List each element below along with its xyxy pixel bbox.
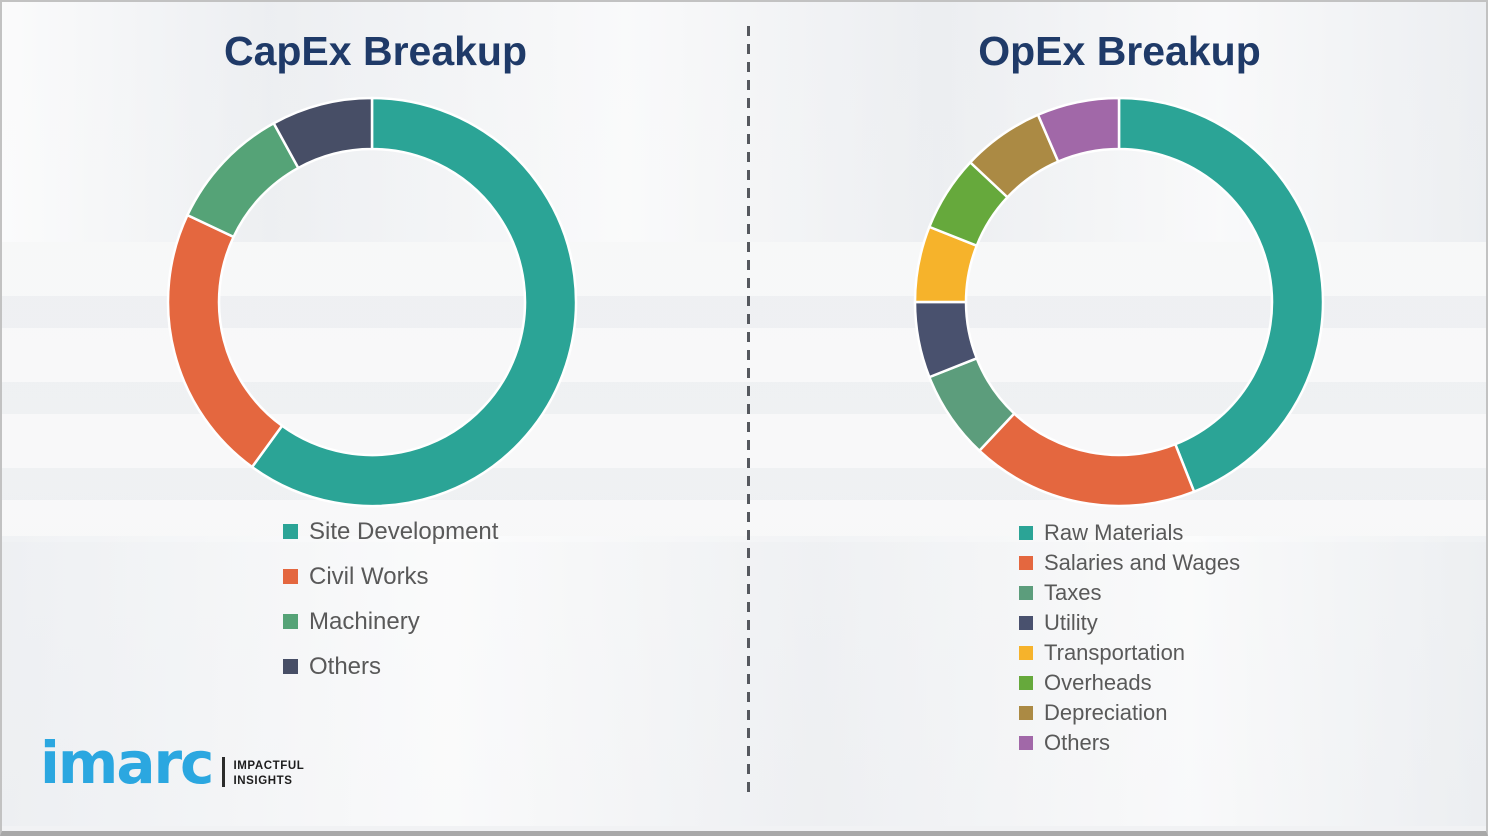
legend-label-utility: Utility <box>1044 610 1098 635</box>
legend-swatch-machinery <box>283 614 298 629</box>
legend-label-others: Others <box>1044 730 1111 755</box>
legend-item-utility: Utility <box>1019 608 1240 638</box>
donut-segment-salaries-and-wages <box>978 412 1196 508</box>
legend-label-depreciation: Depreciation <box>1044 700 1168 725</box>
legend-item-others: Others <box>283 644 498 689</box>
donut-segment-machinery <box>186 121 300 239</box>
legend-swatch-salaries-and-wages <box>1019 556 1033 570</box>
donut-segment-civil-works <box>166 213 284 469</box>
legend-label-machinery: Machinery <box>309 607 420 635</box>
donut-segment-site-development <box>250 96 578 508</box>
imarc-logo: imarc IMPACTFUL INSIGHTS <box>40 734 304 792</box>
imarc-tagline-line2: INSIGHTS <box>233 774 293 787</box>
legend-label-salaries-and-wages: Salaries and Wages <box>1044 550 1241 575</box>
donut-segment-others <box>1036 96 1121 163</box>
legend-item-depreciation: Depreciation <box>1019 698 1240 728</box>
legend-item-taxes: Taxes <box>1019 578 1240 608</box>
legend-item-transportation: Transportation <box>1019 638 1240 668</box>
legend-item-civil-works: Civil Works <box>283 554 498 599</box>
imarc-logo-tagline: IMPACTFUL INSIGHTS <box>233 759 304 792</box>
legend-label-others: Others <box>309 652 382 680</box>
donut-segment-others <box>272 96 374 170</box>
legend-item-site-development: Site Development <box>283 509 498 554</box>
legend-label-transportation: Transportation <box>1044 640 1186 665</box>
opex-donut-chart <box>909 92 1329 512</box>
legend-label-raw-materials: Raw Materials <box>1044 520 1184 545</box>
imarc-tagline-line1: IMPACTFUL <box>233 760 305 773</box>
opex-legend: Raw Materials Salaries and Wages Taxes Util… <box>1019 518 1240 758</box>
legend-swatch-raw-materials <box>1019 526 1033 540</box>
legend-swatch-taxes <box>1019 586 1033 600</box>
legend-swatch-overheads <box>1019 676 1033 690</box>
legend-swatch-transportation <box>1019 646 1033 660</box>
legend-label-site-development: Site Development <box>309 517 499 545</box>
legend-swatch-depreciation <box>1019 706 1033 720</box>
legend-label-taxes: Taxes <box>1044 580 1102 605</box>
legend-item-raw-materials: Raw Materials <box>1019 518 1240 548</box>
legend-swatch-others <box>1019 736 1033 750</box>
legend-item-others: Others <box>1019 728 1240 758</box>
capex-breakup-svg <box>166 96 578 508</box>
capex-donut-chart <box>162 92 582 512</box>
capex-chart-title: CapEx Breakup <box>223 28 528 74</box>
legend-swatch-utility <box>1019 616 1033 630</box>
section-divider-dashed-line <box>747 26 750 792</box>
legend-label-overheads: Overheads <box>1044 670 1152 695</box>
legend-swatch-others <box>283 659 298 674</box>
capex-legend: Site Development Civil Works Machinery Othe… <box>283 509 498 689</box>
legend-label-civil-works: Civil Works <box>309 562 429 590</box>
legend-item-salaries-and-wages: Salaries and Wages <box>1019 548 1240 578</box>
imarc-logo-divider-bar <box>222 757 226 787</box>
opex-chart-title: OpEx Breakup <box>978 28 1261 74</box>
legend-swatch-site-development <box>283 524 298 539</box>
donut-segment-raw-materials <box>1117 96 1325 493</box>
imarc-logo-wordmark: imarc <box>40 729 214 797</box>
legend-item-overheads: Overheads <box>1019 668 1240 698</box>
opex-breakup-svg <box>913 96 1325 508</box>
legend-swatch-civil-works <box>283 569 298 584</box>
legend-item-machinery: Machinery <box>283 599 498 644</box>
